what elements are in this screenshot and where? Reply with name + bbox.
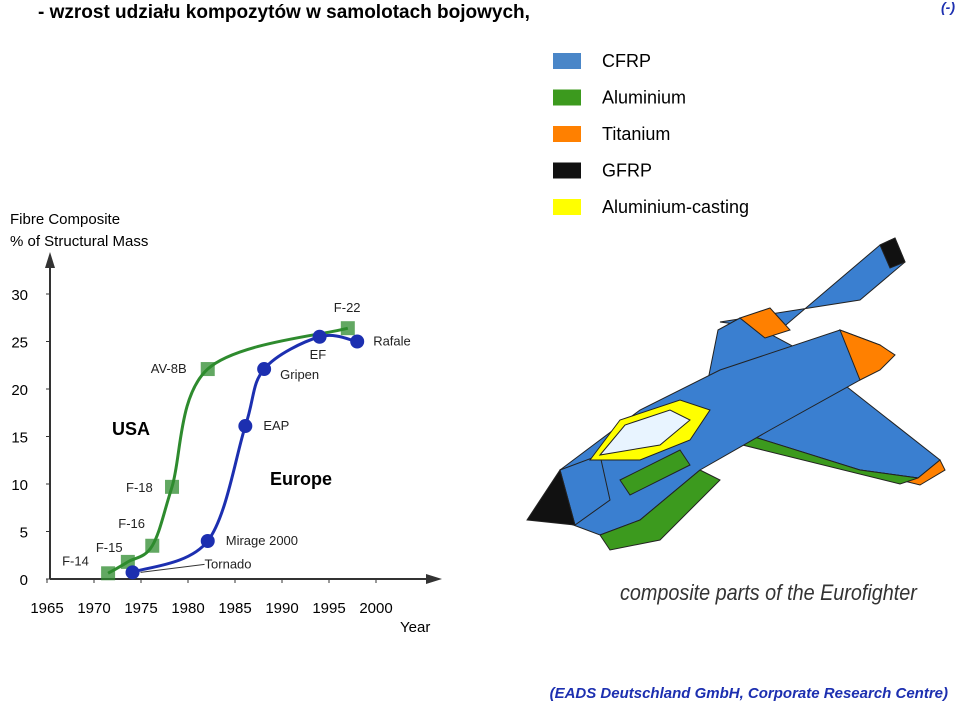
x-tick-label: 1980 <box>171 600 204 617</box>
point-label: Mirage 2000 <box>226 533 298 548</box>
legend-label: Titanium <box>602 124 670 144</box>
legend-swatch <box>553 89 581 106</box>
leader-line <box>140 563 205 573</box>
point-label: F-16 <box>118 516 145 531</box>
x-tick-label: 1965 <box>30 600 63 617</box>
point <box>165 479 180 494</box>
point-label: AV-8B <box>151 361 187 376</box>
x-tick-label: 1990 <box>265 600 298 617</box>
point <box>257 362 272 377</box>
point-label: EAP <box>263 418 289 433</box>
series-name: USA <box>112 419 150 439</box>
slide-title: - wzrost udziału kompozytów w samolotach… <box>38 2 530 23</box>
caption: composite parts of the Eurofighter <box>620 581 918 605</box>
point <box>312 329 327 344</box>
point <box>120 554 135 569</box>
point <box>200 534 215 548</box>
point-label: Gripen <box>280 367 319 382</box>
source: (EADS Deutschland GmbH, Corporate Resear… <box>550 685 948 702</box>
legend-label: Aluminium <box>602 88 686 108</box>
point-label: Rafale <box>373 334 411 349</box>
y-tick-label: 25 <box>11 335 28 352</box>
point-label: F-22 <box>334 300 361 315</box>
legend: CFRP Aluminium Titanium GFRP Aluminium-casti… <box>553 51 749 217</box>
point <box>101 566 116 581</box>
y-axis-label: Fibre Composite <box>10 211 120 228</box>
x-tick-label: 1995 <box>312 600 345 617</box>
point-label: F-15 <box>96 540 123 555</box>
x-tick-label: 1985 <box>218 600 251 617</box>
y-tick-label: 15 <box>11 430 28 447</box>
legend-label: GFRP <box>602 161 652 181</box>
legend-label: CFRP <box>602 51 651 71</box>
legend-label: Aluminium-casting <box>602 197 749 217</box>
x-tick-label: 1970 <box>77 600 110 617</box>
corner-label: (-) <box>941 0 955 15</box>
y-tick-label: 30 <box>11 287 28 304</box>
point-label: F-14 <box>62 553 89 568</box>
point <box>238 419 253 434</box>
point <box>340 321 355 336</box>
point-label: EF <box>310 347 327 362</box>
legend-swatch <box>553 199 581 215</box>
y-tick-label: 0 <box>20 572 28 589</box>
x-axis-arrow <box>426 574 442 584</box>
x-axis-label: Year <box>400 619 430 636</box>
y-tick-label: 5 <box>20 525 28 542</box>
y-axis-arrow <box>45 252 55 268</box>
legend-swatch <box>553 53 581 69</box>
legend-swatch <box>553 162 581 179</box>
legend-swatch <box>553 126 581 142</box>
point-label: F-18 <box>126 480 153 495</box>
y-axis-label: % of Structural Mass <box>10 233 148 250</box>
x-tick-label: 2000 <box>359 600 392 617</box>
x-tick-label: 1975 <box>124 600 157 617</box>
chart: Fibre Composite % of Structural Mass Year 0… <box>10 211 442 636</box>
series-name: Europe <box>270 469 332 489</box>
jet-illustration <box>526 237 946 551</box>
point <box>200 362 215 377</box>
point <box>350 334 365 349</box>
point <box>125 565 140 580</box>
point-label: Tornado <box>205 556 252 571</box>
y-tick-label: 20 <box>11 382 28 399</box>
y-tick-label: 10 <box>11 477 28 494</box>
point <box>145 538 160 553</box>
